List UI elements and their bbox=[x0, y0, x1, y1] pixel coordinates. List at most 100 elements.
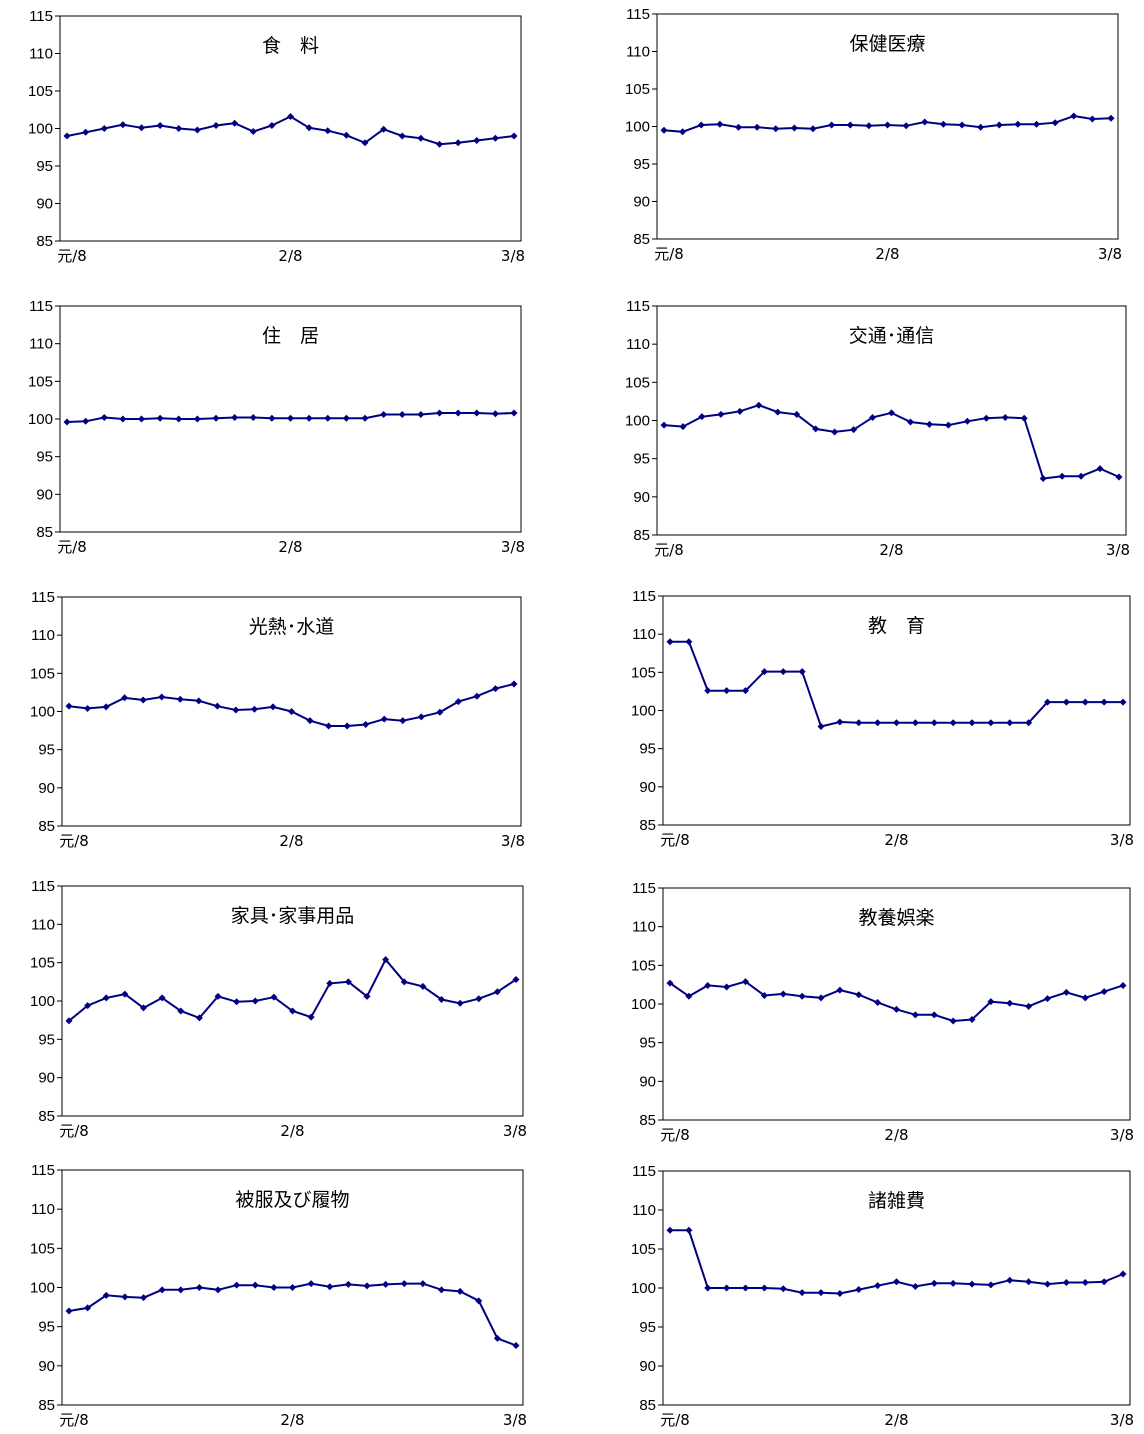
data-point bbox=[473, 409, 481, 417]
x-tick-label: 2/8 bbox=[278, 538, 302, 556]
data-point bbox=[65, 702, 73, 710]
data-point bbox=[817, 1289, 825, 1297]
data-point bbox=[1014, 120, 1022, 128]
data-point bbox=[963, 417, 971, 425]
y-tick-label: 100 bbox=[30, 704, 55, 721]
y-tick-label: 105 bbox=[30, 1240, 55, 1257]
data-point bbox=[760, 668, 768, 676]
y-tick-label: 90 bbox=[633, 194, 650, 211]
x-tick-label: 元/8 bbox=[654, 541, 684, 559]
data-point bbox=[249, 413, 257, 421]
y-tick-label: 105 bbox=[30, 955, 55, 972]
data-point bbox=[307, 1013, 315, 1021]
data-point bbox=[1020, 414, 1028, 422]
y-tick-label: 85 bbox=[639, 817, 656, 834]
data-point bbox=[1025, 1278, 1033, 1286]
chart-1: 85 90 95 100 105 110 115 元/8 2/8 3/8 食 料 bbox=[28, 8, 525, 265]
plot-area bbox=[59, 15, 522, 242]
data-point bbox=[493, 1334, 501, 1342]
data-point bbox=[930, 1011, 938, 1019]
x-tick-label: 元/8 bbox=[654, 245, 684, 263]
data-point bbox=[817, 994, 825, 1002]
y-tick-label: 115 bbox=[632, 880, 656, 897]
data-point bbox=[213, 702, 221, 710]
data-point bbox=[138, 124, 145, 132]
x-tick-label: 元/8 bbox=[57, 538, 87, 556]
data-point bbox=[911, 719, 919, 727]
x-tick-label: 3/8 bbox=[1110, 1126, 1134, 1144]
data-point bbox=[660, 126, 668, 134]
chart-title: 住 居 bbox=[262, 325, 319, 347]
y-tick-label: 85 bbox=[38, 818, 55, 835]
data-point bbox=[363, 992, 371, 1000]
data-point bbox=[251, 1281, 259, 1289]
chart-7: 85 90 95 100 105 110 115 元/8 2/8 3/8 家具･家事用品 bbox=[30, 878, 527, 1140]
data-point bbox=[798, 992, 806, 1000]
data-point bbox=[361, 414, 369, 422]
data-point bbox=[809, 125, 817, 133]
data-point bbox=[911, 1282, 919, 1290]
data-point bbox=[1025, 1002, 1033, 1010]
x-tick-label: 2/8 bbox=[879, 541, 903, 559]
data-point bbox=[893, 1278, 900, 1286]
chart-title: 家具･家事用品 bbox=[231, 905, 355, 927]
data-point bbox=[1062, 1279, 1070, 1287]
y-tick-label: 85 bbox=[633, 231, 650, 248]
data-point bbox=[836, 718, 844, 726]
data-point bbox=[666, 1226, 674, 1234]
data-point bbox=[855, 991, 863, 999]
data-point bbox=[1081, 1279, 1089, 1287]
data-point bbox=[400, 978, 408, 986]
data-point bbox=[812, 425, 820, 433]
y-tick-label: 115 bbox=[632, 1163, 656, 1180]
data-point bbox=[140, 1004, 147, 1012]
data-point bbox=[855, 719, 863, 727]
data-point bbox=[65, 1307, 73, 1315]
x-tick-label: 2/8 bbox=[875, 245, 899, 263]
y-tick-label: 95 bbox=[36, 449, 53, 466]
y-tick-label: 90 bbox=[38, 780, 55, 797]
data-point bbox=[836, 986, 844, 994]
data-point bbox=[921, 118, 929, 126]
data-point bbox=[968, 1280, 976, 1288]
y-tick-label: 90 bbox=[36, 196, 53, 213]
y-tick-label: 115 bbox=[31, 589, 55, 606]
x-tick-label: 元/8 bbox=[660, 1126, 690, 1144]
data-point bbox=[1115, 473, 1123, 481]
data-point bbox=[344, 1280, 352, 1288]
chart-title: 教養娯楽 bbox=[858, 907, 934, 929]
x-tick-label: 2/8 bbox=[884, 1411, 908, 1429]
x-tick-label: 3/8 bbox=[1110, 831, 1134, 849]
y-tick-label: 110 bbox=[626, 336, 650, 353]
y-tick-label: 110 bbox=[632, 919, 656, 936]
data-point bbox=[380, 410, 388, 418]
chart-title: 保健医療 bbox=[849, 33, 925, 55]
data-point bbox=[324, 414, 332, 422]
data-point bbox=[723, 1284, 731, 1292]
chart-title: 教 育 bbox=[868, 615, 925, 637]
chart-10: 85 90 95 100 105 110 115 元/8 2/8 3/8 諸雑費 bbox=[631, 1163, 1134, 1429]
data-point bbox=[307, 1280, 315, 1288]
data-point bbox=[268, 122, 276, 129]
y-tick-label: 100 bbox=[625, 119, 650, 136]
data-point bbox=[685, 1226, 693, 1234]
data-point bbox=[704, 687, 712, 695]
data-point bbox=[906, 418, 914, 426]
y-tick-label: 110 bbox=[31, 916, 55, 933]
chart-title: 被服及び履物 bbox=[235, 1189, 349, 1211]
y-tick-label: 105 bbox=[28, 83, 53, 100]
chart-title: 食 料 bbox=[262, 35, 319, 57]
data-point bbox=[121, 1293, 129, 1301]
y-tick-label: 95 bbox=[38, 742, 55, 759]
data-point bbox=[958, 121, 966, 129]
data-point bbox=[102, 1291, 110, 1299]
y-tick-label: 90 bbox=[38, 1070, 55, 1087]
data-point bbox=[698, 413, 706, 421]
y-tick-label: 95 bbox=[639, 741, 656, 758]
data-point bbox=[417, 134, 425, 142]
data-point bbox=[742, 978, 749, 986]
data-point bbox=[666, 638, 674, 646]
data-point bbox=[438, 995, 445, 1003]
data-point bbox=[949, 1017, 957, 1025]
data-point bbox=[798, 668, 806, 676]
